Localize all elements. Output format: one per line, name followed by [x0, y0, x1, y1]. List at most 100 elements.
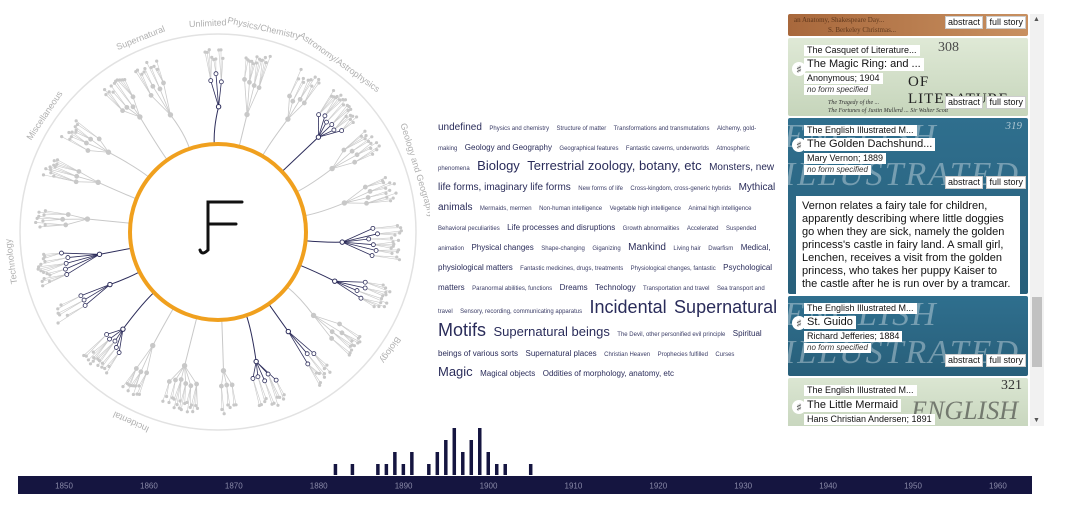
story-title[interactable]: St. Guido — [804, 316, 856, 329]
cloud-term[interactable]: Shape-changing — [541, 246, 585, 252]
tree-leaf — [57, 312, 60, 315]
scrollbar-thumb[interactable] — [1032, 297, 1042, 367]
tree-node — [139, 370, 143, 374]
cloud-term[interactable]: Life processes and disruptions — [507, 223, 615, 232]
cloud-term[interactable]: New forms of life — [578, 186, 623, 192]
tree-leaf — [75, 119, 78, 122]
tree-leaf — [323, 367, 326, 370]
cloud-term[interactable]: Transformations and transmutations — [614, 126, 710, 132]
tree-leaf — [42, 173, 45, 176]
cloud-term[interactable]: Geology and Geography — [465, 143, 552, 152]
cloud-term[interactable]: Magic — [438, 364, 473, 379]
cloud-term[interactable]: Dwarfism — [708, 246, 733, 252]
cloud-term[interactable]: Vegetable high intelligence — [610, 206, 681, 212]
tree-node — [305, 352, 309, 356]
scroll-up-arrow-icon[interactable]: ▲ — [1033, 16, 1040, 23]
tree-branch — [300, 265, 335, 281]
story-scrollbar[interactable]: ▲ ▼ — [1030, 14, 1044, 426]
story-card[interactable]: ENGLISH ILLUSTRATED The English Illustra… — [788, 296, 1028, 376]
tree-node — [263, 379, 267, 383]
tree-leaf — [42, 271, 45, 274]
cloud-term[interactable]: Supernatural places — [526, 349, 597, 358]
cloud-term[interactable]: Sensory, recording, communicating appara… — [460, 309, 582, 315]
story-title[interactable]: The Little Mermaid — [804, 399, 901, 412]
cloud-term[interactable]: Growth abnormalities — [623, 226, 680, 232]
cloud-term[interactable]: Giganizing — [592, 246, 620, 252]
tree-leaf — [191, 410, 194, 413]
full-story-button[interactable]: full story — [986, 354, 1026, 367]
cloud-term[interactable]: Oddities of morphology, anatomy, etc — [543, 369, 674, 378]
tree-leaf-branch — [368, 193, 386, 197]
abstract-button[interactable]: abstract — [945, 354, 983, 367]
cloud-term[interactable]: Behavioral peculiarities — [438, 226, 500, 232]
tree-branch — [282, 137, 318, 171]
cloud-term[interactable]: Prophecies fulfilled — [658, 352, 708, 358]
tree-leaf — [76, 123, 79, 126]
cloud-term[interactable]: Biology — [477, 158, 520, 173]
tree-node — [298, 97, 302, 101]
full-story-button[interactable]: full story — [986, 176, 1026, 189]
cloud-term[interactable]: Technology — [595, 283, 635, 292]
story-card[interactable]: 321 ENGLISH The English Illustrated M...… — [788, 378, 1028, 426]
tree-leaf — [325, 364, 328, 367]
story-card[interactable]: 308 OF LITERATURE The Tragedy of the ...… — [788, 38, 1028, 116]
tree-leaf — [41, 219, 44, 222]
cloud-term[interactable]: Fantastic medicines, drugs, treatments — [520, 266, 623, 272]
story-title[interactable]: The Golden Dachshund... — [804, 138, 935, 151]
timeline-bar — [487, 452, 491, 475]
cloud-term[interactable]: Christian Heaven — [604, 352, 650, 358]
tree-leaf-branch — [376, 250, 398, 251]
tree-node — [245, 112, 249, 116]
story-list-panel[interactable]: an Anatomy, Shakespeare Day... S. Berkel… — [788, 14, 1028, 426]
full-story-button[interactable]: full story — [986, 16, 1026, 29]
story-title[interactable]: The Magic Ring: and ... — [804, 58, 924, 71]
story-card[interactable]: ENGLISH ILLUSTRATED 319 The English Illu… — [788, 118, 1028, 294]
cloud-term[interactable]: Physical changes — [471, 243, 533, 252]
full-story-button[interactable]: full story — [986, 96, 1026, 109]
tree-leaf — [318, 372, 321, 375]
timeline-bar — [427, 464, 431, 475]
cloud-term[interactable]: Dreams — [560, 283, 588, 292]
tree-leaf — [283, 393, 286, 396]
tree-leaf — [377, 305, 380, 308]
cloud-term[interactable]: Non-human intelligence — [539, 206, 602, 212]
cloud-term[interactable]: Cross-kingdom, cross-generic hybrids — [630, 186, 731, 192]
abstract-button[interactable]: abstract — [945, 96, 983, 109]
abstract-button[interactable]: abstract — [945, 176, 983, 189]
cloud-term[interactable]: Terrestrial zoology, botany, etc — [527, 158, 701, 173]
abstract-button[interactable]: abstract — [945, 16, 983, 29]
cloud-term[interactable]: Transportation and travel — [643, 286, 709, 292]
cloud-term[interactable]: Structure of matter — [557, 126, 607, 132]
cloud-term[interactable]: Supernatural beings — [493, 324, 609, 339]
story-card[interactable]: an Anatomy, Shakespeare Day... S. Berkel… — [788, 14, 1028, 36]
cloud-term[interactable]: Fantastic caverns, underworlds — [626, 146, 709, 152]
cloud-term[interactable]: Paranormal abilities, functions — [472, 286, 552, 292]
cloud-term[interactable]: Geographical features — [559, 146, 618, 152]
tree-node — [64, 223, 68, 227]
page-number: 308 — [938, 40, 959, 56]
tree-node — [61, 217, 65, 221]
tree-leaf — [87, 358, 90, 361]
page-number: 319 — [1006, 120, 1023, 132]
tree-node — [97, 252, 101, 256]
tree-leaf-branch — [102, 347, 117, 367]
tree-leaf-branch — [163, 382, 169, 402]
tree-leaf-branch — [332, 338, 350, 355]
cloud-term[interactable]: Physiological changes, fantastic — [631, 266, 716, 272]
tree-leaf-branch — [137, 70, 151, 95]
cloud-term[interactable]: Living hair — [673, 246, 700, 252]
cloud-term[interactable]: Magical objects — [480, 369, 535, 378]
cloud-term[interactable]: Animal high intelligence — [688, 206, 751, 212]
cloud-term[interactable]: Incidental — [590, 297, 667, 317]
cloud-term[interactable]: Mankind — [628, 242, 666, 253]
cloud-term[interactable]: Physics and chemistry — [489, 126, 549, 132]
cloud-term[interactable]: Curses — [715, 352, 734, 358]
tree-leaf — [382, 283, 385, 286]
story-abstract: Vernon relates a fairy tale for children… — [796, 196, 1020, 294]
cloud-term[interactable]: Mermaids, mermen — [480, 206, 532, 212]
cloud-term[interactable]: The Devil, other personified evil princi… — [617, 332, 725, 338]
cloud-term[interactable]: undefined — [438, 122, 482, 133]
cloud-term[interactable]: Accelerated — [687, 226, 719, 232]
